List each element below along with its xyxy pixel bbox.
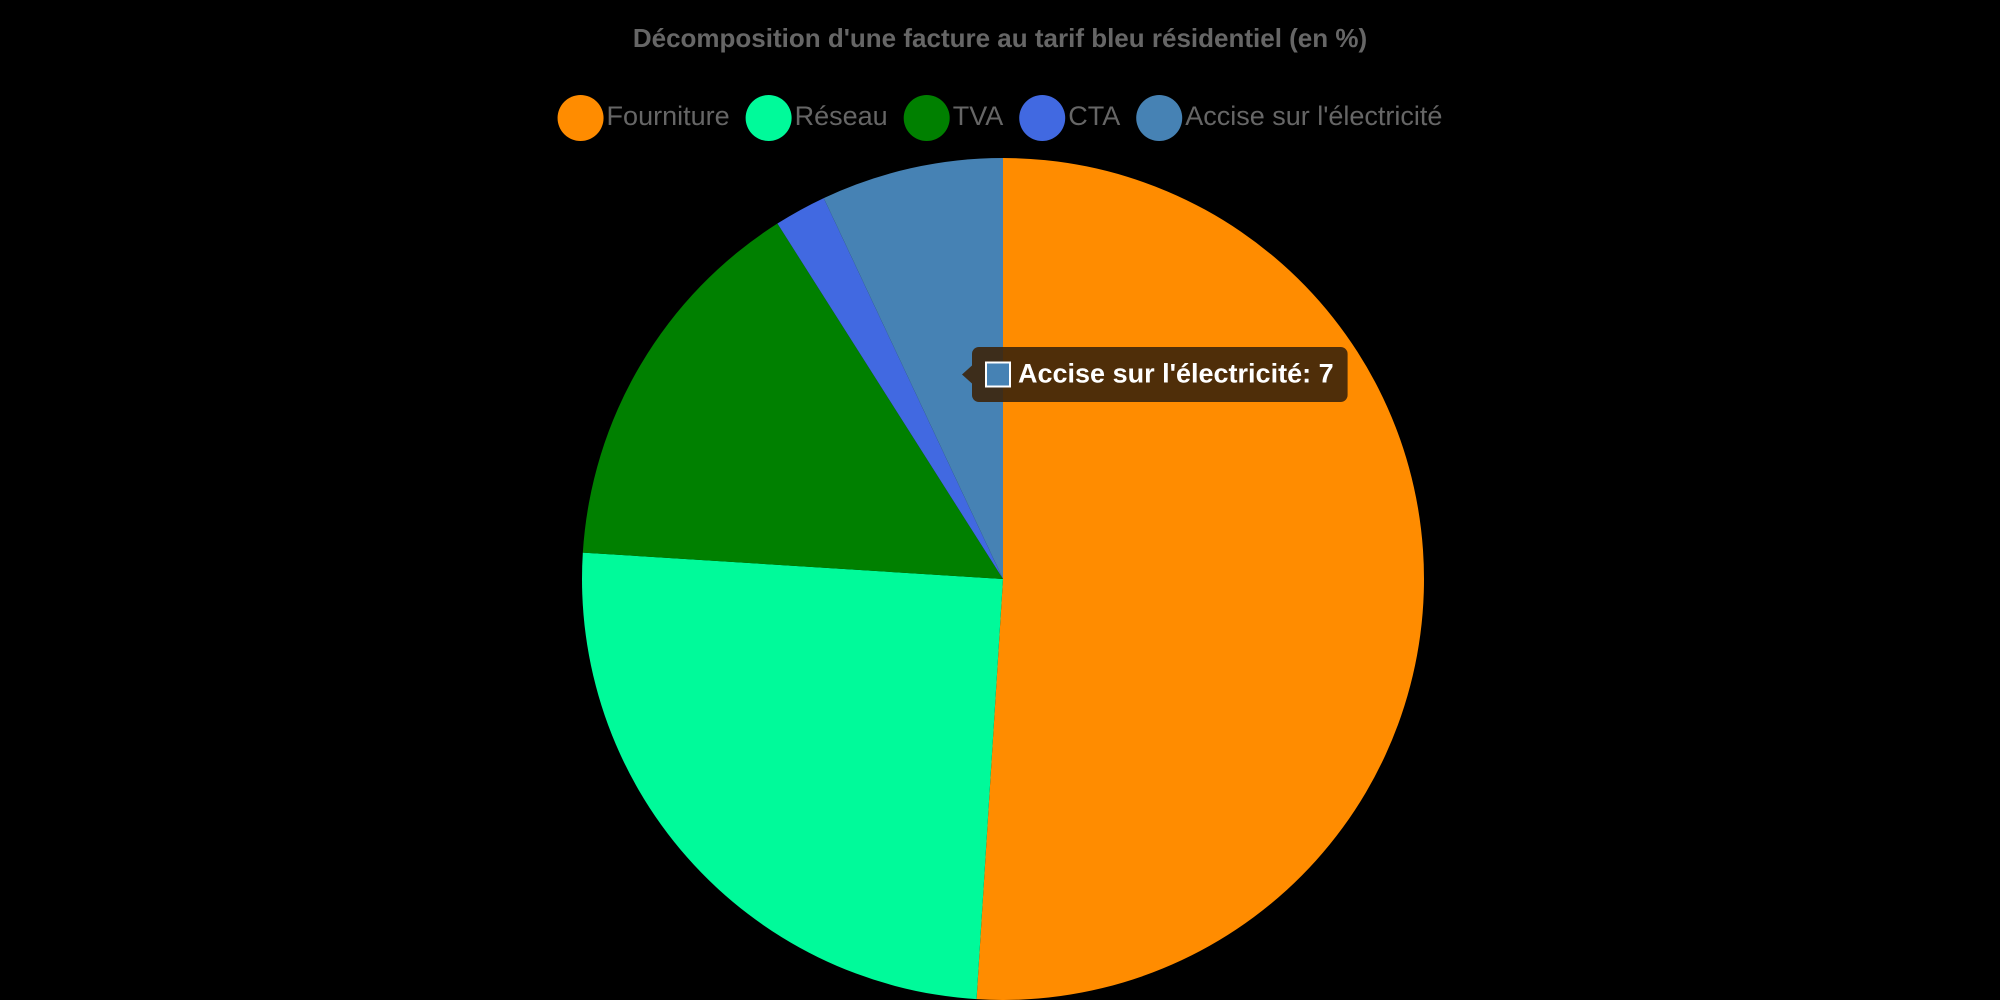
legend-item[interactable]: TVA: [903, 95, 1004, 141]
legend-label: Accise sur l'électricité: [1185, 101, 1442, 131]
legend: Fourniture Réseau TVA CTA Accise sur l'élect…: [557, 95, 1442, 141]
pie-slice[interactable]: [976, 158, 1425, 1000]
legend-item[interactable]: CTA: [1019, 95, 1120, 141]
legend-item[interactable]: Réseau: [745, 95, 888, 141]
tooltip-pointer: [962, 365, 972, 384]
legend-label: Fourniture: [607, 101, 730, 131]
legend-swatch: [557, 95, 604, 141]
pie-slice[interactable]: [823, 158, 1003, 579]
legend-label: TVA: [953, 101, 1004, 131]
tooltip-box: [972, 347, 1348, 402]
pie-slice[interactable]: [777, 198, 1003, 579]
legend-item[interactable]: Accise sur l'électricité: [1136, 95, 1442, 141]
legend-label: Réseau: [795, 101, 888, 131]
pie-slice[interactable]: [582, 223, 1003, 579]
legend-item[interactable]: Fourniture: [557, 95, 730, 141]
pie: [582, 158, 1425, 1000]
legend-swatch: [1136, 95, 1183, 141]
tooltip: Accise sur l'électricité: 7: [962, 347, 1348, 402]
legend-swatch: [903, 95, 950, 141]
legend-swatch: [1019, 95, 1066, 141]
legend-label: CTA: [1068, 101, 1120, 131]
pie-slice[interactable]: [582, 552, 1003, 1000]
tooltip-swatch: [985, 361, 1011, 388]
tooltip-text: Accise sur l'électricité: 7: [1018, 359, 1334, 389]
chart-title: Décomposition d'une facture au tarif ble…: [633, 23, 1367, 53]
legend-swatch: [745, 95, 792, 141]
